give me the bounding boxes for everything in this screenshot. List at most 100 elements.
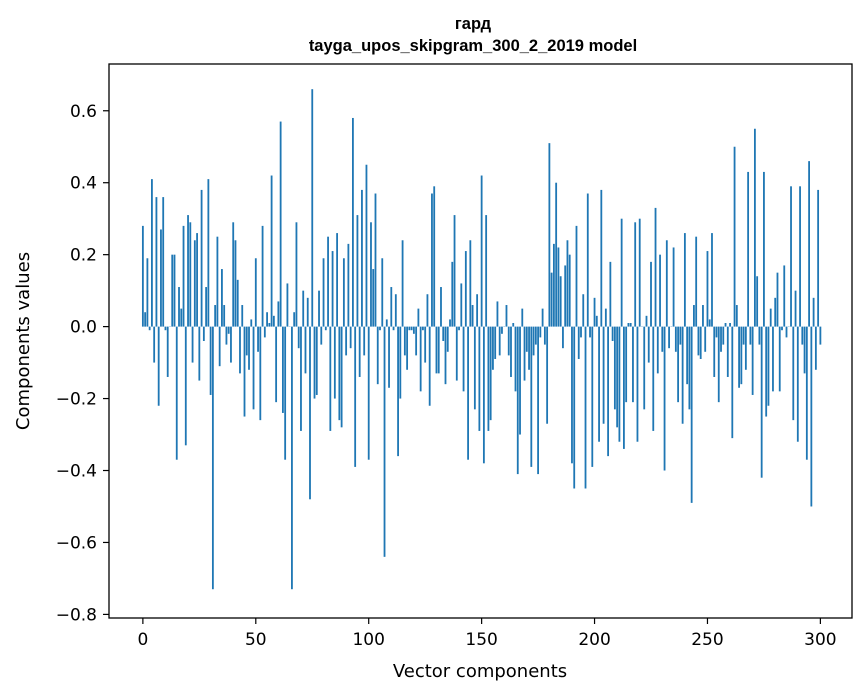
bar-285 — [785, 326, 788, 338]
bar-297 — [812, 297, 815, 327]
bar-244 — [693, 305, 695, 327]
bar-232 — [665, 240, 668, 327]
bar-89 — [342, 258, 345, 327]
bar-25 — [198, 326, 201, 381]
bar-216 — [629, 323, 632, 327]
bar-182 — [552, 243, 555, 327]
bar-147 — [473, 326, 476, 410]
bar-288 — [792, 326, 795, 421]
bar-148 — [476, 294, 479, 327]
bar-60 — [277, 301, 280, 327]
bar-57 — [270, 175, 273, 327]
bar-157 — [496, 301, 499, 327]
bar-155 — [492, 326, 494, 370]
bar-208 — [611, 326, 614, 341]
bar-107 — [383, 326, 386, 557]
bar-190 — [571, 326, 573, 464]
bar-252 — [711, 233, 713, 327]
bar-238 — [679, 326, 682, 345]
bar-59 — [275, 326, 278, 403]
bar-199 — [591, 326, 594, 467]
bar-278 — [769, 308, 772, 327]
bar-227 — [654, 207, 657, 327]
y-tick-label: 0.6 — [70, 102, 97, 122]
bar-130 — [435, 326, 438, 374]
bar-8 — [160, 229, 162, 327]
bar-43 — [239, 326, 241, 374]
bar-172 — [530, 326, 533, 467]
y-axis-ticks: −0.8 −0.6 −0.4 −0.2 0.0 0.2 0.4 0.6 — [56, 102, 109, 625]
bar-229 — [659, 254, 661, 327]
bar-37 — [225, 326, 228, 345]
bar-81 — [324, 326, 327, 331]
bar-152 — [485, 215, 488, 327]
bar-274 — [760, 326, 763, 478]
bar-102 — [372, 269, 375, 327]
bar-219 — [636, 326, 639, 442]
bar-223 — [645, 315, 648, 327]
bar-266 — [742, 326, 745, 345]
bar-10 — [164, 326, 167, 331]
bar-146 — [471, 305, 474, 327]
bar-211 — [618, 326, 621, 442]
bar-104 — [376, 326, 379, 385]
bar-176 — [539, 326, 542, 338]
bar-198 — [589, 326, 591, 338]
bar-27 — [202, 326, 205, 341]
bar-114 — [399, 326, 402, 399]
bar-4 — [151, 179, 153, 327]
bar-116 — [403, 326, 406, 356]
bar-96 — [358, 326, 361, 377]
plot-frame — [108, 63, 853, 619]
bar-127 — [428, 326, 431, 406]
bar-97 — [361, 189, 363, 327]
bar-256 — [720, 326, 722, 352]
bar-34 — [218, 326, 221, 367]
bar-119 — [410, 326, 413, 331]
bar-138 — [453, 215, 456, 327]
bar-255 — [717, 326, 720, 403]
bar-161 — [505, 305, 508, 327]
bar-171 — [528, 326, 530, 370]
bar-271 — [753, 128, 756, 327]
bar-121 — [415, 326, 418, 356]
bar-263 — [735, 305, 738, 327]
bar-193 — [577, 326, 580, 359]
bar-88 — [340, 326, 343, 428]
bar-61 — [279, 121, 282, 327]
bar-33 — [216, 236, 219, 327]
bar-202 — [598, 326, 600, 442]
bar-24 — [196, 233, 198, 327]
bar-108 — [385, 319, 388, 327]
bar-30 — [209, 326, 212, 395]
bar-156 — [494, 326, 497, 359]
bar-62 — [281, 326, 284, 413]
bar-178 — [543, 326, 546, 345]
bar-196 — [584, 326, 587, 489]
bar-11 — [166, 326, 169, 377]
bar-29 — [207, 179, 210, 327]
bar-68 — [295, 222, 298, 327]
bar-39 — [230, 326, 232, 363]
bar-109 — [388, 326, 390, 388]
bar-69 — [297, 326, 300, 349]
bar-136 — [449, 319, 451, 327]
bar-194 — [580, 326, 582, 338]
bar-82 — [327, 236, 329, 327]
bar-17 — [180, 308, 183, 327]
bar-275 — [763, 171, 765, 327]
bar-158 — [498, 326, 501, 356]
bar-295 — [808, 161, 810, 327]
bar-71 — [302, 290, 305, 327]
bar-254 — [715, 326, 718, 338]
bar-210 — [616, 326, 619, 428]
bar-70 — [300, 326, 302, 431]
x-tick-label: 250 — [691, 630, 723, 650]
bar-16 — [178, 287, 180, 327]
bar-124 — [422, 326, 424, 331]
bar-207 — [609, 261, 612, 327]
bar-246 — [697, 326, 700, 356]
bar-270 — [751, 326, 754, 395]
bar-201 — [595, 315, 598, 327]
bar-268 — [747, 171, 750, 327]
